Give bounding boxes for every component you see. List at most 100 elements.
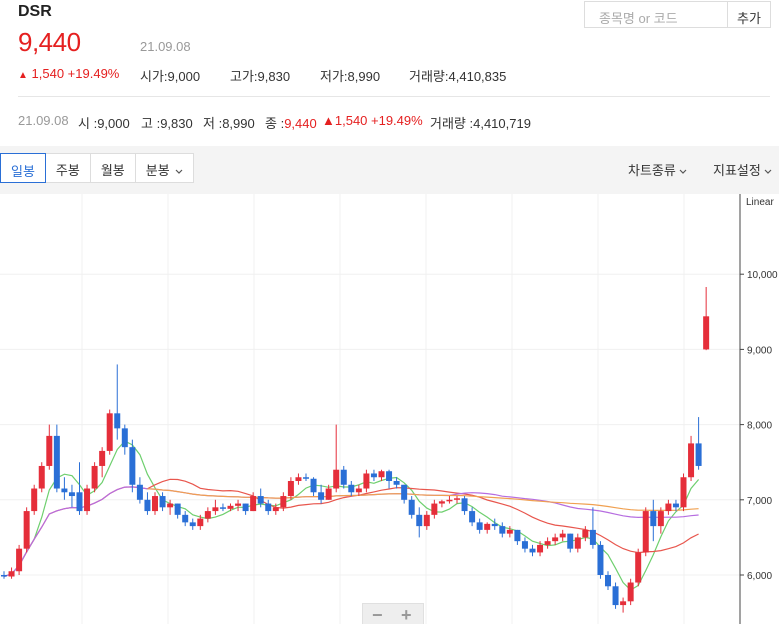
candle-body bbox=[99, 450, 106, 466]
zoom-out-icon[interactable]: − bbox=[372, 605, 383, 624]
candle-body bbox=[635, 552, 642, 583]
candles bbox=[1, 286, 710, 613]
summary-open: 시 :9,000 bbox=[78, 113, 130, 132]
candle-body bbox=[454, 498, 460, 500]
candle-body bbox=[355, 488, 362, 493]
candle-body bbox=[476, 522, 483, 530]
candle-body bbox=[672, 503, 679, 508]
price-change: ▲ 1,540 +19.49% bbox=[18, 66, 119, 81]
candle-body bbox=[567, 533, 574, 549]
candle-body bbox=[212, 507, 219, 512]
candle-body bbox=[605, 575, 611, 587]
candle-body bbox=[408, 499, 415, 515]
candle-body bbox=[416, 514, 423, 527]
candle-body bbox=[310, 478, 317, 493]
candle-body bbox=[61, 488, 68, 493]
candlestick-chart[interactable]: Linear 10,000 9,000 8,000 7,000 6,000 bbox=[0, 194, 779, 624]
summary-volume-label: 거래량 : bbox=[430, 116, 474, 131]
stock-search-input[interactable]: 종목명 or 코드 bbox=[584, 1, 728, 28]
candle-body bbox=[401, 484, 408, 500]
tab-minute[interactable]: 분봉 bbox=[136, 154, 194, 182]
indicator-settings-dropdown[interactable]: 지표설정 bbox=[713, 160, 772, 179]
candle-body bbox=[280, 496, 287, 508]
candle-body bbox=[265, 503, 272, 512]
quote-date: 21.09.08 bbox=[140, 39, 191, 54]
summary-high: 고 :9,830 bbox=[141, 113, 193, 132]
candle-body bbox=[303, 477, 309, 479]
candle-body bbox=[386, 471, 393, 481]
zoom-controls: − + bbox=[362, 603, 424, 624]
candle-body bbox=[159, 496, 166, 508]
candle-body bbox=[325, 488, 332, 500]
candle-body bbox=[461, 498, 468, 512]
candle-body bbox=[242, 503, 249, 512]
tab-monthly[interactable]: 월봉 bbox=[91, 154, 136, 182]
candle-body bbox=[695, 443, 702, 466]
summary-high-value: 9,830 bbox=[160, 116, 193, 131]
summary-volume: 거래량 :4,410,719 bbox=[430, 113, 531, 132]
candle-body bbox=[227, 505, 234, 509]
summary-change: ▲1,540 +19.49% bbox=[322, 113, 423, 128]
candle-body bbox=[136, 484, 143, 500]
candle-body bbox=[552, 537, 559, 542]
high-label: 고가 bbox=[230, 69, 254, 84]
volume: 거래량:4,410,835 bbox=[409, 69, 507, 84]
candle-body bbox=[491, 523, 498, 527]
y-axis-ticks: 10,000 9,000 8,000 7,000 6,000 bbox=[740, 270, 778, 582]
candle-body bbox=[688, 443, 695, 478]
candle-body bbox=[272, 507, 279, 512]
candle-body bbox=[23, 511, 30, 549]
add-button[interactable]: 추가 bbox=[727, 1, 771, 28]
candle-body bbox=[506, 529, 513, 534]
summary-high-label: 고 : bbox=[141, 116, 161, 131]
candle-body bbox=[318, 492, 325, 500]
high-price: 고가:9,830 bbox=[230, 69, 291, 84]
y-tick-label: 10,000 bbox=[747, 270, 778, 281]
summary-volume-value: 4,410,719 bbox=[473, 116, 531, 131]
candle-body bbox=[340, 469, 347, 485]
summary-close: 종 :9,440 bbox=[265, 113, 317, 132]
volume-label: 거래량 bbox=[409, 69, 445, 84]
volume-value: 4,410,835 bbox=[448, 69, 507, 84]
candle-body bbox=[559, 533, 566, 538]
y-tick-label: 7,000 bbox=[747, 496, 772, 507]
tab-daily[interactable]: 일봉 bbox=[0, 153, 46, 183]
summary-low-label: 저 : bbox=[203, 116, 223, 131]
chart-type-dropdown[interactable]: 차트종류 bbox=[628, 160, 687, 179]
candle-body bbox=[370, 473, 377, 478]
candle-body bbox=[423, 514, 430, 527]
candle-body bbox=[514, 529, 521, 542]
candle-body bbox=[657, 511, 664, 527]
candle-body bbox=[114, 413, 121, 429]
candle-body bbox=[84, 488, 91, 512]
open-label: 시가 bbox=[140, 69, 164, 84]
tab-minute-label: 분봉 bbox=[145, 163, 170, 178]
candle-body bbox=[363, 473, 370, 489]
candle-body bbox=[174, 503, 181, 515]
candle-body bbox=[703, 316, 710, 350]
candle-body bbox=[76, 492, 83, 512]
candle-body bbox=[537, 544, 544, 553]
candle-body bbox=[38, 465, 45, 489]
current-price: 9,440 bbox=[18, 27, 81, 57]
candle-body bbox=[446, 499, 453, 502]
summary-open-label: 시 : bbox=[78, 116, 98, 131]
candle-body bbox=[287, 481, 294, 497]
candle-body bbox=[544, 541, 551, 545]
candle-body bbox=[499, 526, 506, 534]
summary-close-value: 9,440 bbox=[284, 116, 317, 131]
candle-body bbox=[257, 496, 264, 504]
moving-average-line bbox=[147, 488, 699, 511]
candle-body bbox=[219, 507, 226, 509]
summary-date: 21.09.08 bbox=[18, 113, 69, 128]
candle-body bbox=[204, 511, 211, 519]
candle-body bbox=[235, 503, 242, 506]
candle-body bbox=[333, 469, 340, 489]
low-label: 저가 bbox=[320, 69, 344, 84]
candle-body bbox=[1, 575, 7, 577]
tab-weekly[interactable]: 주봉 bbox=[46, 154, 91, 182]
candle-body bbox=[129, 447, 136, 485]
candle-body bbox=[144, 499, 151, 512]
candle-body bbox=[665, 503, 672, 512]
zoom-in-icon[interactable]: + bbox=[401, 605, 412, 624]
